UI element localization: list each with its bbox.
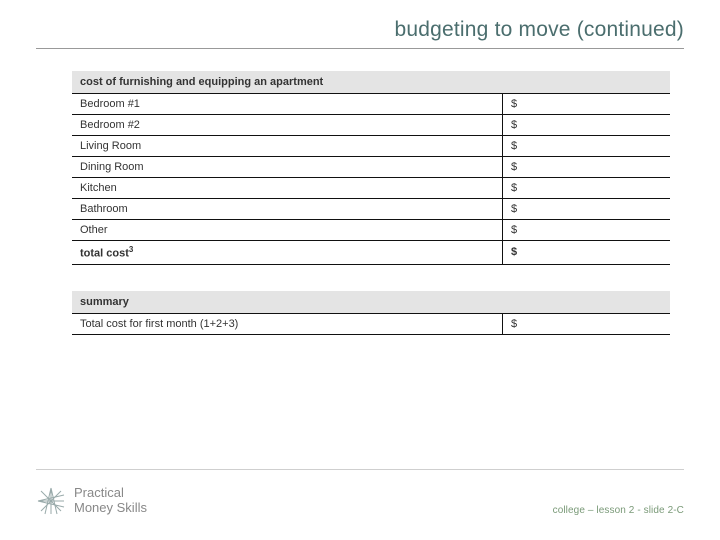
table-row: Dining Room $ [72, 157, 670, 178]
row-label: Bedroom #2 [72, 115, 503, 136]
table-row: Other $ [72, 220, 670, 241]
summary-table: summary Total cost for first month (1+2+… [72, 291, 670, 335]
logo-line2: Money Skills [74, 501, 147, 516]
table-row: Living Room $ [72, 136, 670, 157]
slide: budgeting to move (continued) cost of fu… [0, 0, 720, 540]
summary-block: summary Total cost for first month (1+2+… [72, 291, 670, 335]
row-value: $ [503, 220, 670, 241]
table-row: Total cost for first month (1+2+3) $ [72, 313, 670, 334]
row-value: $ [503, 94, 670, 115]
row-label-total: total cost3 [72, 241, 503, 265]
table-row: Kitchen $ [72, 178, 670, 199]
cost-table-header: cost of furnishing and equipping an apar… [72, 71, 670, 94]
total-label-sup: 3 [129, 245, 133, 254]
row-value: $ [503, 199, 670, 220]
row-value: $ [503, 241, 670, 265]
cost-table-body: Bedroom #1 $ Bedroom #2 $ Living Room $ … [72, 94, 670, 265]
row-label: Living Room [72, 136, 503, 157]
table-row: Bedroom #2 $ [72, 115, 670, 136]
logo: Practical Money Skills [36, 486, 147, 516]
content-area: cost of furnishing and equipping an apar… [72, 71, 670, 335]
table-row: total cost3 $ [72, 241, 670, 265]
footer-rule [36, 469, 684, 470]
table-row: Bedroom #1 $ [72, 94, 670, 115]
starburst-icon [36, 486, 66, 516]
row-label: Bedroom #1 [72, 94, 503, 115]
logo-text: Practical Money Skills [74, 486, 147, 515]
logo-line1: Practical [74, 486, 147, 501]
footer: Practical Money Skills college – lesson … [36, 486, 684, 516]
row-value: $ [503, 178, 670, 199]
row-label: Other [72, 220, 503, 241]
row-label: Bathroom [72, 199, 503, 220]
total-label-text: total cost [80, 248, 129, 260]
row-label: Kitchen [72, 178, 503, 199]
row-value: $ [503, 157, 670, 178]
row-label: Total cost for first month (1+2+3) [72, 313, 503, 334]
summary-table-header: summary [72, 291, 670, 314]
footer-caption: college – lesson 2 - slide 2-C [553, 505, 684, 516]
table-row: Bathroom $ [72, 199, 670, 220]
row-value: $ [503, 313, 670, 334]
row-value: $ [503, 136, 670, 157]
row-label: Dining Room [72, 157, 503, 178]
page-title: budgeting to move (continued) [36, 18, 684, 49]
cost-table: cost of furnishing and equipping an apar… [72, 71, 670, 265]
row-value: $ [503, 115, 670, 136]
